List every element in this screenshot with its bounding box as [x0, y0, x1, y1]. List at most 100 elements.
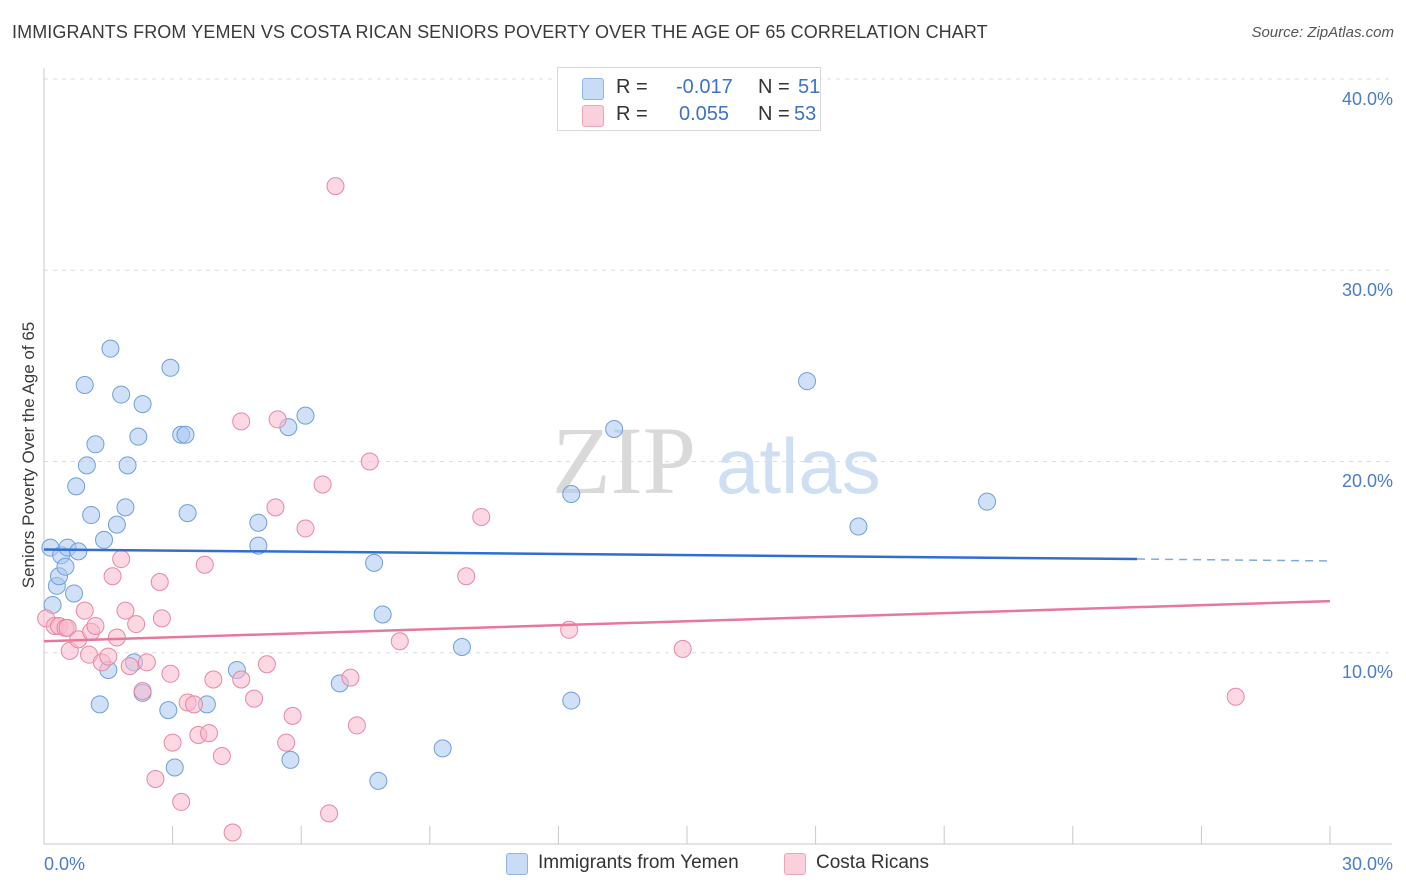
- scatter-points: [37, 177, 1245, 842]
- yemen-point: [978, 492, 997, 511]
- grid-lines: [44, 78, 1392, 654]
- correlation-legend: R = -0.017 N = 51 R = 0.055 N = 53: [557, 67, 821, 131]
- costa-rica-point: [341, 668, 360, 687]
- legend-r-label: R =: [616, 103, 648, 125]
- costa-rica-point: [86, 616, 105, 635]
- costa-rica-point: [185, 695, 204, 714]
- yemen-point: [133, 395, 152, 414]
- costa-rica-point: [200, 724, 219, 743]
- yemen-point: [249, 513, 268, 532]
- y-axis-label: Seniors Poverty Over the Age of 65: [19, 322, 38, 588]
- costa-rica-point: [152, 609, 171, 628]
- costa-rica-point: [283, 706, 302, 725]
- costa-rica-point: [673, 639, 692, 658]
- yemen-point: [75, 376, 94, 394]
- yemen-point: [281, 750, 300, 769]
- watermark: ZIP atlas: [552, 407, 881, 514]
- yemen-point: [67, 477, 86, 496]
- yemen-point: [849, 517, 868, 536]
- yemen-point: [161, 358, 180, 377]
- yemen-point: [798, 372, 817, 391]
- yemen-point: [129, 427, 148, 446]
- costa-rica-point: [58, 618, 77, 637]
- costa-rica-point: [112, 550, 131, 569]
- yemen-trend-line: [43, 548, 1138, 561]
- yemen-point: [65, 584, 84, 603]
- costa-rica-point: [75, 601, 94, 620]
- yemen-point: [118, 456, 137, 475]
- yemen-point: [605, 419, 624, 438]
- costa-rica-point: [212, 747, 231, 766]
- costa-rica-point: [347, 716, 366, 735]
- legend-r-label: R =: [616, 76, 648, 98]
- legend-n-value: 51: [798, 76, 821, 98]
- costa-rica-point: [116, 601, 135, 620]
- costa-rica-point: [223, 823, 242, 842]
- costa-rica-point: [390, 632, 409, 651]
- costa-rica-point: [296, 519, 315, 538]
- yemen-point: [562, 485, 581, 504]
- yemen-point: [56, 557, 75, 576]
- chart-title: IMMIGRANTS FROM YEMEN VS COSTA RICAN SEN…: [12, 22, 988, 42]
- costa-rica-point: [204, 670, 223, 689]
- costa-rica-point: [266, 498, 285, 517]
- costa-rica-point: [277, 733, 296, 752]
- costa-rica-point: [120, 657, 139, 676]
- yemen-point: [176, 425, 195, 444]
- costa-rica-point: [472, 507, 491, 526]
- costa-rica-point: [457, 567, 476, 586]
- bottom-legend-swatch-costa-rica: [784, 853, 806, 875]
- yemen-point: [86, 435, 105, 454]
- costa-rica-point: [99, 647, 118, 666]
- yemen-point: [69, 542, 88, 561]
- costa-rica-point: [257, 655, 276, 674]
- costa-rica-point: [161, 664, 180, 683]
- costa-rica-trend-line: [43, 599, 1331, 643]
- yemen-point: [90, 695, 109, 714]
- yemen-point: [116, 498, 135, 517]
- yemen-point: [296, 406, 315, 425]
- legend-r-value: -0.017: [676, 76, 733, 98]
- costa-rica-point: [232, 670, 251, 689]
- costa-rica-point: [172, 792, 191, 811]
- yemen-point: [373, 605, 392, 624]
- y-tick-20: 20.0%: [1342, 471, 1393, 491]
- bottom-legend-label-yemen: Immigrants from Yemen: [538, 852, 739, 873]
- watermark-atlas: atlas: [716, 422, 881, 510]
- costa-rica-point: [1226, 687, 1245, 706]
- source-label: Source: ZipAtlas.com: [1251, 24, 1394, 41]
- tick-labels: 10.0% 20.0% 30.0% 40.0% 0.0% 30.0%: [44, 89, 1393, 874]
- x-tick-left: 0.0%: [44, 854, 85, 874]
- y-tick-30: 30.0%: [1342, 280, 1393, 300]
- yemen-point: [82, 506, 101, 525]
- costa-rica-point: [232, 412, 251, 431]
- trend-lines: [43, 548, 1331, 643]
- yemen-point: [562, 691, 581, 710]
- yemen-point: [77, 456, 96, 475]
- costa-rica-point: [127, 615, 146, 634]
- yemen-point: [107, 515, 126, 534]
- yemen-point: [365, 553, 384, 572]
- legend-swatch-yemen: [582, 78, 604, 100]
- bottom-legend-label-costa-rica: Costa Ricans: [816, 852, 929, 873]
- y-tick-10: 10.0%: [1342, 662, 1393, 682]
- costa-rica-point: [313, 475, 332, 494]
- costa-rica-point: [163, 733, 182, 752]
- costa-rica-point: [146, 769, 165, 788]
- costa-rica-point: [320, 804, 339, 823]
- costa-rica-point: [107, 628, 126, 647]
- costa-rica-point: [133, 682, 152, 700]
- yemen-point: [165, 758, 184, 777]
- yemen-point: [112, 385, 131, 404]
- yemen-point: [178, 504, 197, 523]
- yemen-trend-extension: [1137, 558, 1331, 562]
- legend-n-label: N =: [758, 76, 790, 98]
- costa-rica-point: [137, 653, 156, 672]
- costa-rica-point: [360, 452, 379, 471]
- yemen-point: [159, 701, 178, 720]
- x-tick-right: 30.0%: [1342, 854, 1393, 874]
- y-tick-40: 40.0%: [1342, 89, 1393, 109]
- costa-rica-point: [103, 567, 122, 586]
- costa-rica-point: [195, 555, 214, 574]
